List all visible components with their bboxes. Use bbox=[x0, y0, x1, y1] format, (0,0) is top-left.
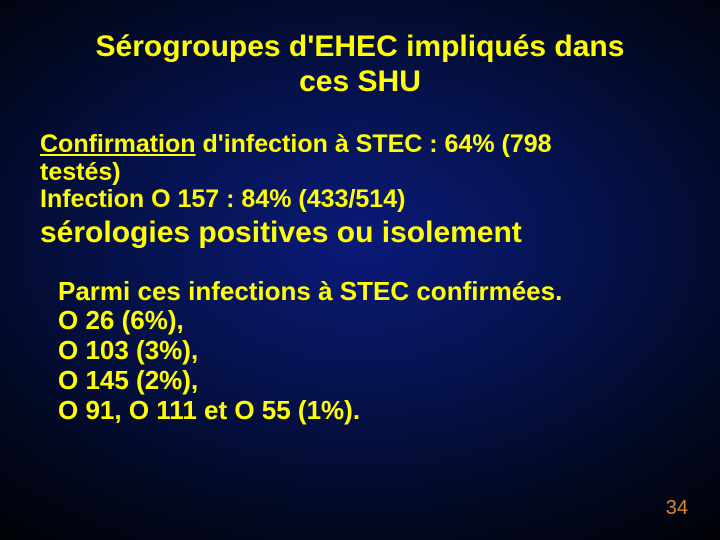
o91-line: O 91, O 111 et O 55 (1%). bbox=[58, 396, 680, 426]
o26-line: O 26 (6%), bbox=[58, 306, 680, 336]
confirmation-block: Confirmation d'infection à STEC : 64% (7… bbox=[40, 131, 680, 214]
serogroup-list: Parmi ces infections à STEC confirmées. … bbox=[58, 277, 680, 426]
confirmation-line-1: Confirmation d'infection à STEC : 64% (7… bbox=[40, 131, 680, 159]
confirmation-underlined: Confirmation bbox=[40, 130, 196, 158]
page-number: 34 bbox=[666, 497, 688, 520]
confirmation-line-2: testés) bbox=[40, 159, 680, 187]
slide-title: Sérogroupes d'EHEC impliqués dans ces SH… bbox=[70, 30, 650, 99]
title-line-2: ces SHU bbox=[299, 65, 421, 98]
serologies-line: sérologies positives ou isolement bbox=[40, 216, 680, 249]
o145-line: O 145 (2%), bbox=[58, 366, 680, 396]
title-line-1: Sérogroupes d'EHEC impliqués dans bbox=[96, 30, 625, 63]
o103-line: O 103 (3%), bbox=[58, 336, 680, 366]
parmi-line: Parmi ces infections à STEC confirmées. bbox=[58, 277, 680, 307]
infection-line: Infection O 157 : 84% (433/514) bbox=[40, 186, 680, 214]
confirmation-rest-1: d'infection à STEC : 64% (798 bbox=[196, 130, 552, 158]
